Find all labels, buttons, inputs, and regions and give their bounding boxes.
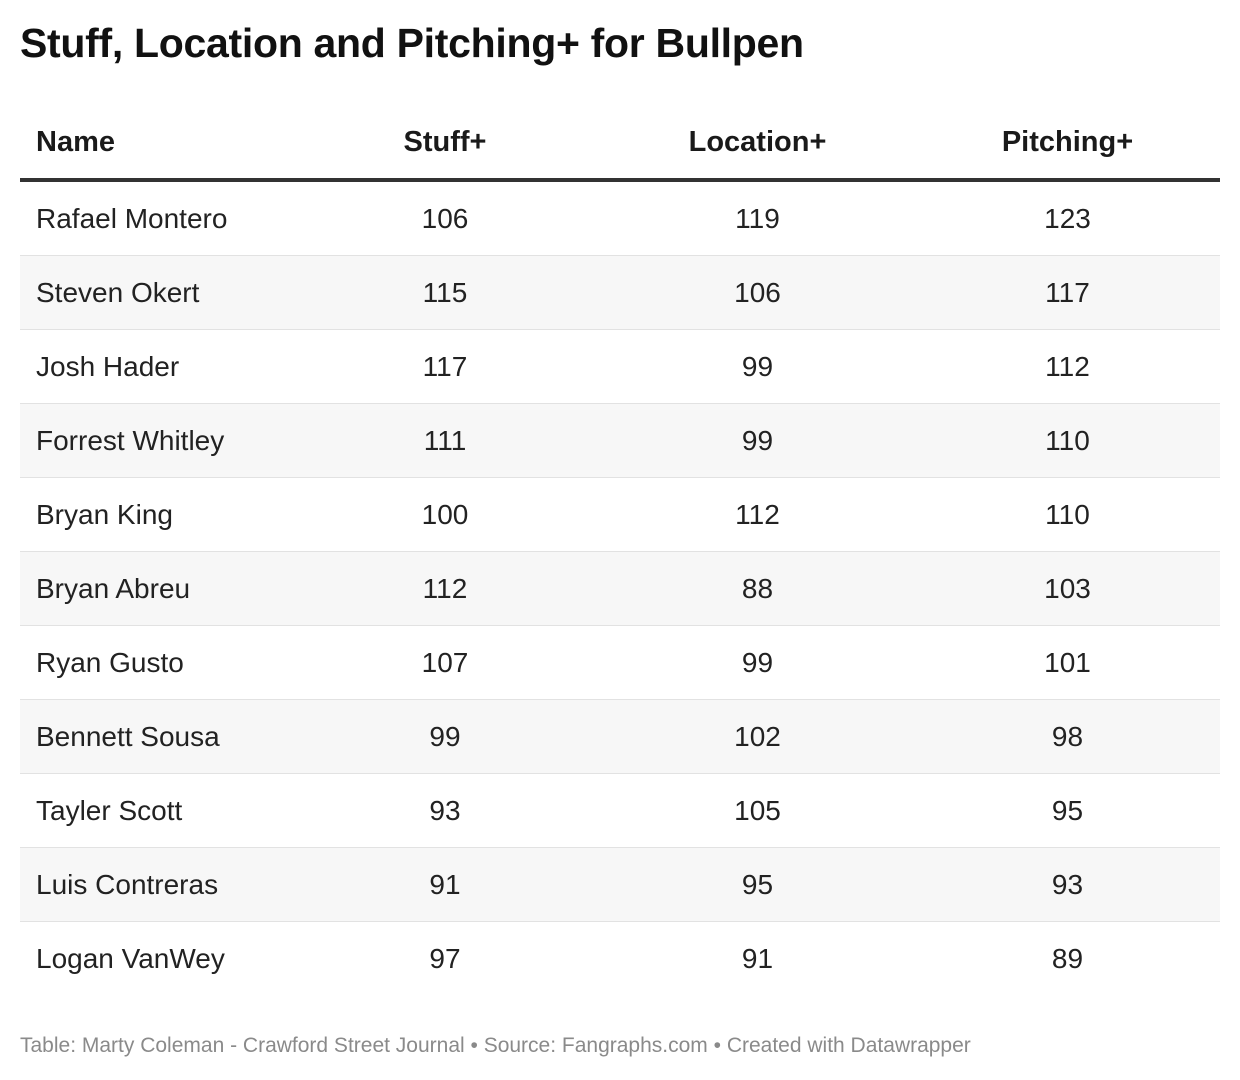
pitching-plus-cell: 93 [915, 847, 1220, 922]
player-name-cell: Logan VanWey [36, 942, 225, 974]
location-plus-cell: 88 [600, 551, 915, 626]
stuff-plus-cell: 97 [429, 942, 461, 974]
player-name-cell: Luis Contreras [20, 847, 290, 922]
stuff-plus-cell: 112 [290, 551, 600, 626]
column-header-pitching[interactable]: Pitching+ [915, 106, 1220, 182]
player-name-cell: Rafael Montero [20, 180, 290, 256]
location-plus-cell: 99 [600, 403, 915, 478]
pitching-plus-cell: 110 [915, 403, 1220, 478]
chart-title: Stuff, Location and Pitching+ for Bullpe… [20, 20, 804, 66]
header-row: Name Stuff+ Location+ Pitching+ [20, 106, 1220, 182]
pitching-plus-cell: 123 [915, 180, 1220, 256]
stuff-plus-cell: 117 [290, 329, 600, 404]
column-header-location[interactable]: Location+ [600, 106, 915, 182]
stuff-plus-cell: 115 [290, 255, 600, 330]
location-plus-cell: 105 [600, 773, 915, 848]
stuff-plus-cell: 99 [290, 699, 600, 774]
pitching-plus-cell: 89 [1051, 942, 1084, 974]
stuff-plus-cell: 111 [290, 403, 600, 478]
pitching-plus-cell: 103 [915, 551, 1220, 626]
pitching-plus-cell: 95 [915, 773, 1220, 848]
column-header-name[interactable]: Name [20, 106, 290, 182]
table-row: Luis Contreras 91 95 93 [20, 847, 1220, 922]
table-body: Rafael Montero 106 119 123 Steven Okert 115 10… [20, 180, 1220, 995]
location-plus-cell: 102 [600, 699, 915, 774]
player-name-cell: Ryan Gusto [20, 625, 290, 700]
location-plus-cell: 99 [600, 625, 915, 700]
table-row: Bennett Sousa 99 102 98 [20, 699, 1220, 774]
table-row: Bryan Abreu 112 88 103 [20, 551, 1220, 626]
location-plus-cell: 119 [600, 180, 915, 256]
stuff-plus-cell: 106 [290, 180, 600, 256]
table-row: Ryan Gusto 107 99 101 [20, 625, 1220, 700]
location-plus-cell: 91 [741, 942, 774, 974]
table-row: Bryan King 100 112 110 [20, 477, 1220, 552]
location-plus-cell: 112 [600, 477, 915, 552]
location-plus-cell: 106 [600, 255, 915, 330]
player-name-cell: Bryan King [20, 477, 290, 552]
player-name-cell: Bennett Sousa [20, 699, 290, 774]
stuff-plus-cell: 93 [290, 773, 600, 848]
player-name-cell: Bryan Abreu [20, 551, 290, 626]
table-row: Logan VanWey 97 91 89 [20, 922, 1220, 996]
table-row: Josh Hader 117 99 112 [20, 329, 1220, 404]
pitching-plus-cell: 110 [915, 477, 1220, 552]
stuff-plus-cell: 100 [290, 477, 600, 552]
player-name-cell: Forrest Whitley [20, 403, 290, 478]
column-header-stuff[interactable]: Stuff+ [290, 106, 600, 182]
table-row: Rafael Montero 106 119 123 [20, 180, 1220, 256]
pitching-plus-cell: 101 [915, 625, 1220, 700]
player-name-cell: Steven Okert [20, 255, 290, 330]
player-name-cell: Tayler Scott [20, 773, 290, 848]
pitching-plus-cell: 117 [915, 255, 1220, 330]
table-row: Steven Okert 115 106 117 [20, 255, 1220, 330]
source-footer: Table: Marty Coleman - Crawford Street J… [20, 1034, 971, 1057]
location-plus-cell: 95 [600, 847, 915, 922]
table-row: Tayler Scott 93 105 95 [20, 773, 1220, 848]
pitching-plus-cell: 112 [915, 329, 1220, 404]
data-table: Name Stuff+ Location+ Pitching+ Rafael M… [20, 106, 1220, 995]
pitching-plus-cell: 98 [915, 699, 1220, 774]
location-plus-cell: 99 [600, 329, 915, 404]
table-row: Forrest Whitley 111 99 110 [20, 403, 1220, 478]
stuff-plus-cell: 107 [290, 625, 600, 700]
stuff-plus-cell: 91 [290, 847, 600, 922]
player-name-cell: Josh Hader [20, 329, 290, 404]
